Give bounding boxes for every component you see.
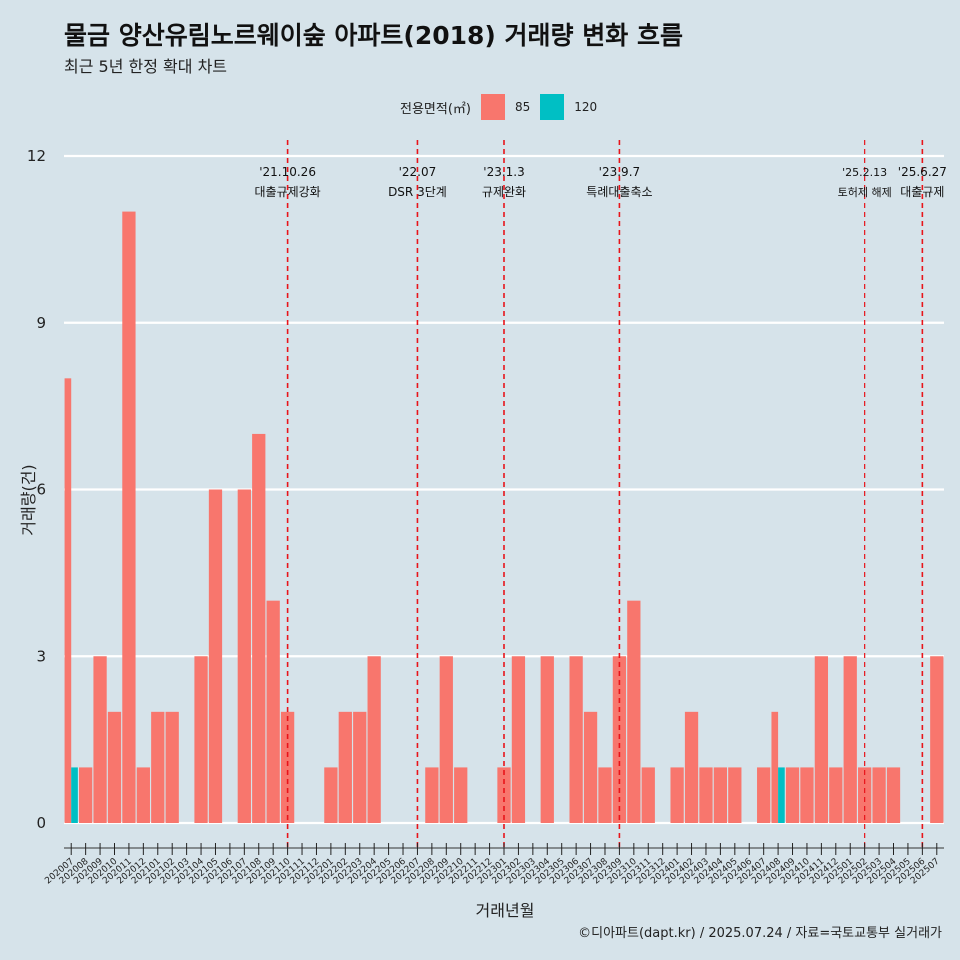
bar-85-202405 [728,767,742,823]
bar-85-202402 [684,711,699,823]
bar-85-202011 [122,211,136,824]
event-label: 특례대출축소 [586,185,652,199]
source-caption: ©디아파트(dapt.kr) / 2025.07.24 / 자료=국토교통부 실… [578,926,942,941]
bar-85-202107 [237,489,251,823]
bar-85-202304 [540,656,554,823]
legend-swatch-120 [540,94,565,120]
bar-85-202007 [64,378,72,823]
bar-85-202208 [425,767,439,823]
bar-85-202308 [598,767,612,823]
bar-120-202408 [778,767,785,823]
bar-85-202108 [252,433,266,823]
y-tick-label: 6 [36,481,46,499]
bar-85-202110 [280,711,295,823]
bar-85-202310 [627,600,641,823]
bar-85-202204 [367,656,381,823]
y-tick-label: 0 [36,814,46,832]
bar-85-202407 [757,767,771,823]
bar-85-202010 [107,711,122,823]
bar-85-202203 [353,711,367,823]
chart-subtitle: 최근 5년 한정 확대 차트 [64,57,228,76]
bar-85-202408 [771,711,779,823]
bar-85-202409 [785,767,800,823]
event-label: 대출규제강화 [254,185,320,199]
bar-85-202412 [829,767,843,823]
bar-85-202410 [800,767,814,823]
bar-85-202309 [612,656,627,823]
event-date: '23.1.3 [483,165,524,179]
bar-85-202104 [194,656,208,823]
bar-85-202404 [713,767,728,823]
legend-label-120: 120 [574,100,598,114]
bar-85-202109 [266,600,280,823]
bar-85-202411 [814,656,829,823]
bar-85-202311 [641,767,655,823]
event-date: '25.6.27 [898,165,947,179]
bar-85-202504 [886,767,901,823]
bar-85-202306 [569,656,583,823]
bar-85-202105 [208,489,223,823]
y-tick-label: 12 [27,147,46,165]
event-label: 토허제 해제 [838,185,892,199]
bar-85-202507 [930,656,944,823]
bar-85-202401 [670,767,684,823]
bar-85-202012 [136,767,150,823]
event-date: '21.10.26 [259,165,316,179]
bar-120-202007 [71,767,78,823]
bar-85-202307 [583,711,598,823]
event-date: '25.2.13 [842,166,887,179]
bar-85-202502 [858,767,872,823]
legend: 전용면적(㎡) 85 120 [400,93,607,121]
y-tick-label: 3 [36,647,46,665]
legend-swatch-85 [480,94,505,120]
bar-85-202503 [872,767,886,823]
legend-label-85: 85 [514,100,531,114]
bar-85-202301 [497,767,511,823]
legend-title: 전용면적(㎡) [400,101,471,117]
bar-85-202209 [439,656,453,823]
event-date: '23.9.7 [599,165,640,179]
x-axis-label: 거래년월 [475,901,535,920]
chart-title: 물금 양산유림노르웨이숲 아파트(2018) 거래량 변화 흐름 [64,21,683,50]
bar-85-202008 [79,767,93,823]
event-label: 대출규제 [900,185,944,199]
event-date: '22.07 [399,165,437,179]
bar-85-202403 [699,767,713,823]
bar-85-202501 [843,656,857,823]
bar-85-202102 [165,711,179,823]
bar-85-202202 [338,711,352,823]
y-tick-label: 9 [36,314,46,332]
bar-85-202210 [454,767,468,823]
bar-85-202101 [151,711,165,823]
bar-85-202009 [93,656,107,823]
event-label: 규제완화 [482,185,526,199]
event-label: DSR 3단계 [388,185,447,199]
bar-85-202302 [511,656,526,823]
bar-85-202201 [324,767,338,823]
